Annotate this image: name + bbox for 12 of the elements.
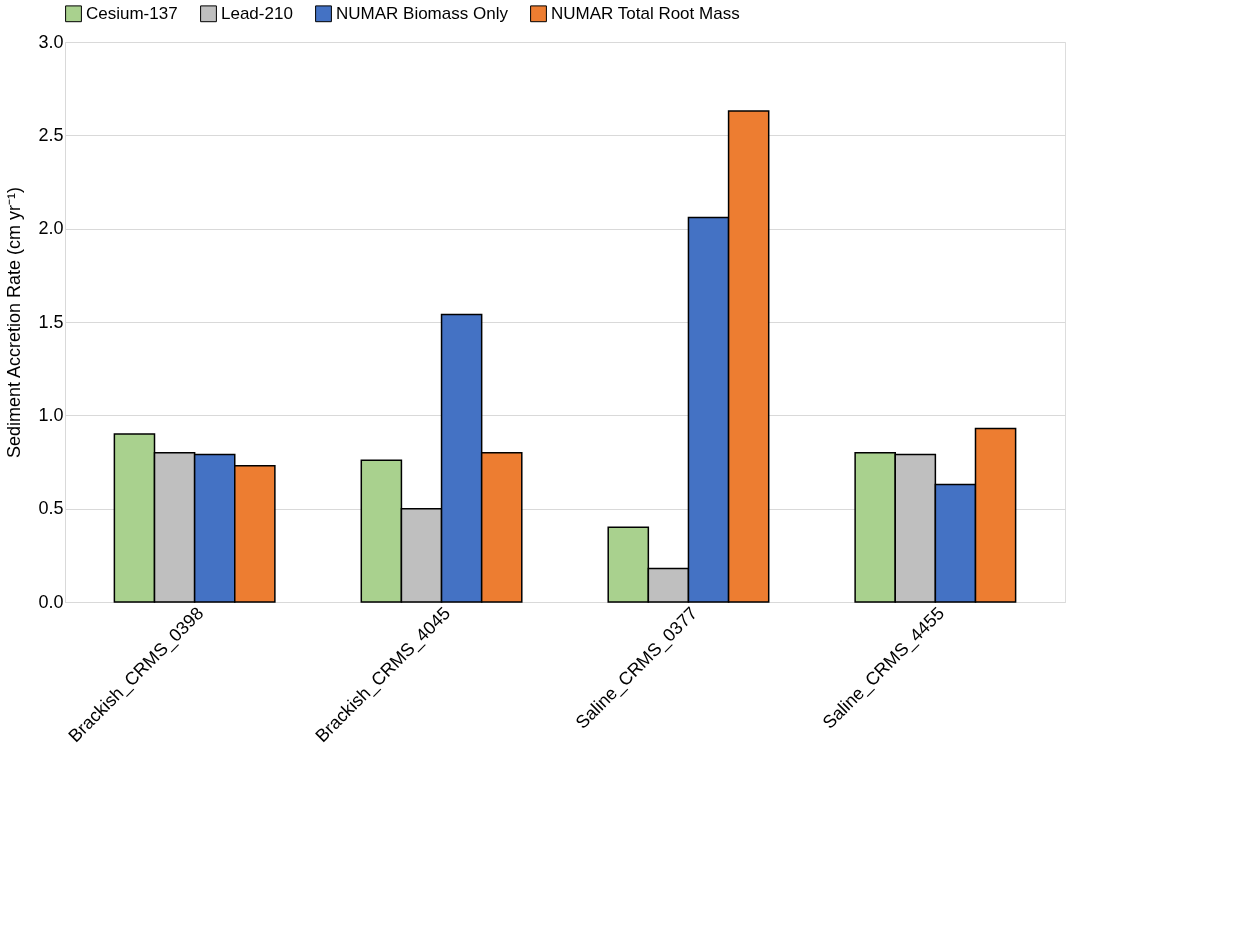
legend-label: Cesium-137 xyxy=(86,3,178,23)
y-axis-title: Sediment Accretion Rate (cm yr⁻¹) xyxy=(4,186,25,459)
legend-label: NUMAR Total Root Mass xyxy=(551,3,740,23)
y-tick-label: 2.0 xyxy=(38,218,64,239)
y-tick-label: 3.0 xyxy=(38,31,64,52)
legend-label: Lead-210 xyxy=(221,3,293,23)
y-tick-label: 0.5 xyxy=(38,498,64,519)
y-tick-label: 2.5 xyxy=(38,124,64,145)
y-tick-label: 1.0 xyxy=(38,404,64,425)
y-tick-label: 0.0 xyxy=(38,591,64,612)
y-tick-label: 1.5 xyxy=(38,311,64,332)
legend-label: NUMAR Biomass Only xyxy=(336,3,509,23)
